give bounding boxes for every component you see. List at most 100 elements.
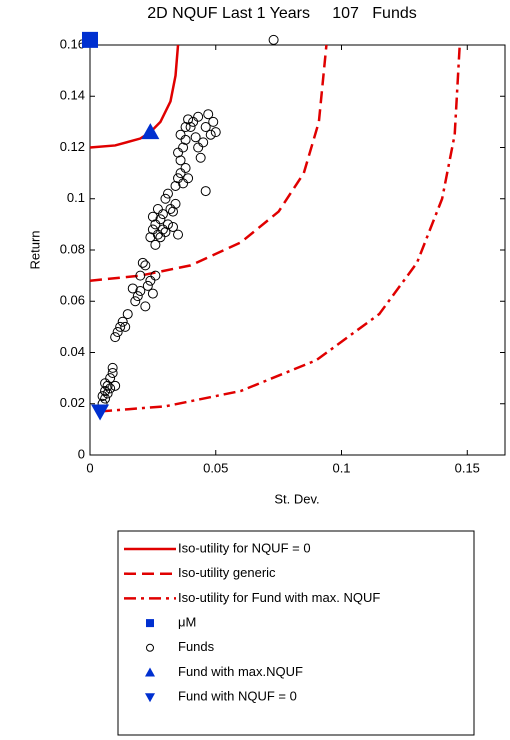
point [140,260,151,271]
point [168,206,178,217]
point [200,122,211,132]
point [162,219,173,230]
point [170,198,181,209]
point [195,152,206,163]
point [135,270,146,281]
point [188,116,199,127]
point [130,296,141,307]
point [150,239,161,250]
point [102,388,113,399]
point [112,327,123,337]
point [91,404,110,421]
y-tick-label: 0 [78,446,85,461]
legend-label: Iso-utility for NQUF = 0 [178,540,311,555]
x-tick-label: 0.05 [203,460,228,475]
point [178,142,189,153]
legend-label: Fund with NQUF = 0 [178,689,297,704]
point [105,383,116,394]
point [160,227,171,238]
point [82,31,98,48]
point [141,123,160,140]
point [180,122,191,132]
point [107,368,118,378]
point [200,186,211,197]
point [122,309,133,320]
point [178,178,189,189]
point [102,380,113,391]
legend-marker [145,667,155,677]
point [193,111,204,122]
y-tick-label: 0.04 [60,344,85,359]
point [152,204,163,214]
point [168,221,178,232]
point [180,163,191,173]
point [155,232,166,243]
point [190,132,201,143]
point [175,168,186,179]
point [208,116,219,127]
legend-label: Fund with max.NQUF [178,664,303,679]
point [205,129,216,140]
point [165,204,176,214]
legend-marker [146,619,154,628]
point [117,316,128,327]
iso-utility-curve [89,44,328,282]
point [193,142,204,153]
iso-utility-curve [89,44,180,149]
point [203,109,214,120]
x-tick-label: 0.1 [332,460,350,475]
point [170,180,181,191]
point [127,283,138,294]
point [97,391,108,402]
point [137,257,148,268]
point [175,129,186,140]
y-tick-label: 0.02 [60,395,85,410]
point [135,286,146,296]
point [173,173,184,184]
point [100,393,111,404]
legend-marker [145,693,155,703]
point [110,380,121,391]
point [268,34,279,45]
point [180,134,191,145]
point [183,173,194,184]
point [173,147,184,158]
point [152,229,163,240]
point [157,224,168,235]
point [145,275,156,286]
legend-marker [146,643,154,652]
point [115,321,126,332]
point [110,332,121,343]
y-tick-label: 0.08 [60,241,85,256]
point [140,301,151,312]
point [155,214,166,225]
point [185,122,196,132]
point [210,127,221,138]
y-tick-label: 0.14 [60,88,85,103]
point [147,211,158,222]
y-tick-label: 0.1 [67,190,85,205]
point [157,209,168,220]
point [107,362,118,373]
point [120,321,131,332]
point [175,155,186,166]
y-axis-label: Return [27,230,42,269]
point [160,193,171,204]
point [173,229,184,240]
x-tick-label: 0.15 [455,460,480,475]
y-tick-label: 0.12 [60,139,85,154]
point [145,232,156,243]
point [142,280,153,291]
legend-label: μM [178,615,196,630]
point [147,288,158,299]
legend-box [117,530,475,736]
point [100,378,111,389]
legend-label: Iso-utility for Fund with max. NQUF [178,590,380,605]
point [132,291,143,302]
point [183,114,194,125]
y-tick-label: 0.06 [60,293,85,308]
y-tick-label: 0.16 [60,36,85,51]
chart-title: 2D NQUF Last 1 Years 107 Funds [147,5,416,22]
